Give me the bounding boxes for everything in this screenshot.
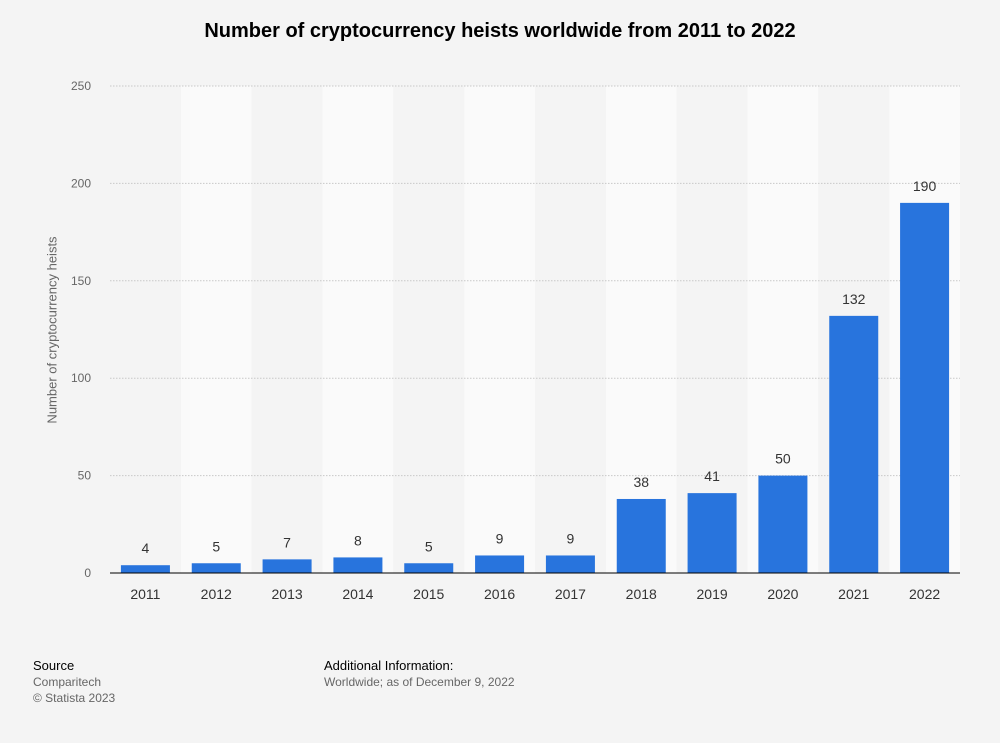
- bar: [404, 563, 454, 573]
- column-band: [535, 86, 606, 573]
- column-band: [180, 86, 252, 573]
- y-tick-label: 150: [71, 274, 91, 288]
- chart-title: Number of cryptocurrency heists worldwid…: [204, 20, 796, 42]
- bar: [262, 559, 312, 573]
- data-label: 41: [704, 468, 720, 484]
- x-tick-label: 2013: [272, 586, 303, 602]
- x-tick-label: 2019: [697, 586, 728, 602]
- y-tick-label: 250: [71, 79, 91, 93]
- bar: [758, 475, 808, 573]
- bar: [829, 315, 879, 573]
- bar: [687, 493, 737, 573]
- source-block: Source Comparitech © Statista 2023: [33, 658, 115, 706]
- bar: [120, 565, 170, 573]
- source-heading: Source: [33, 658, 75, 673]
- y-tick-label: 0: [84, 566, 91, 580]
- y-tick-label: 50: [78, 469, 92, 483]
- data-label: 9: [496, 530, 504, 546]
- bar-chart: 0 50 100 150 200 250 4 2011 5 2012 7 2013 8 2014 5 2015…: [71, 79, 960, 602]
- y-tick-label: 100: [71, 371, 91, 385]
- x-tick-label: 2015: [413, 586, 444, 602]
- data-label: 5: [212, 538, 220, 554]
- copyright-text: © Statista 2023: [33, 691, 116, 705]
- x-tick-label: 2011: [130, 586, 160, 602]
- bar: [333, 557, 383, 573]
- data-label: 50: [775, 451, 791, 467]
- column-band: [605, 86, 677, 573]
- data-label: 7: [283, 534, 291, 550]
- x-tick-label: 2018: [626, 586, 657, 602]
- x-tick-label: 2012: [201, 586, 232, 602]
- data-label: 5: [425, 538, 433, 554]
- bar: [616, 498, 666, 573]
- bar: [191, 563, 241, 573]
- y-axis-label: Number of cryptocurrency heists: [44, 236, 60, 424]
- data-label: 4: [142, 540, 150, 556]
- source-name[interactable]: Comparitech: [33, 675, 102, 689]
- column-band: [393, 86, 465, 573]
- bar: [475, 555, 525, 573]
- column-band: [676, 86, 748, 573]
- column-band: [322, 86, 394, 573]
- x-tick-label: 2016: [484, 586, 515, 602]
- additional-info-block: Additional Information: Worldwide; as of…: [324, 658, 515, 690]
- column-band: [464, 86, 535, 573]
- bar: [545, 555, 595, 573]
- data-label: 132: [842, 291, 866, 307]
- column-band: [110, 86, 181, 573]
- data-label: 8: [354, 532, 362, 548]
- x-tick-label: 2014: [342, 586, 373, 602]
- y-tick-label: 200: [71, 176, 91, 190]
- x-tick-label: 2020: [767, 586, 798, 602]
- bar: [900, 202, 950, 573]
- x-tick-label: 2022: [909, 586, 940, 602]
- data-label: 9: [567, 530, 575, 546]
- additional-info-text: Worldwide; as of December 9, 2022: [324, 675, 515, 689]
- x-tick-label: 2021: [838, 586, 869, 602]
- additional-info-heading: Additional Information:: [324, 658, 454, 673]
- x-tick-label: 2017: [555, 586, 586, 602]
- column-band: [251, 86, 323, 573]
- data-label: 38: [633, 474, 649, 490]
- data-label: 190: [913, 178, 937, 194]
